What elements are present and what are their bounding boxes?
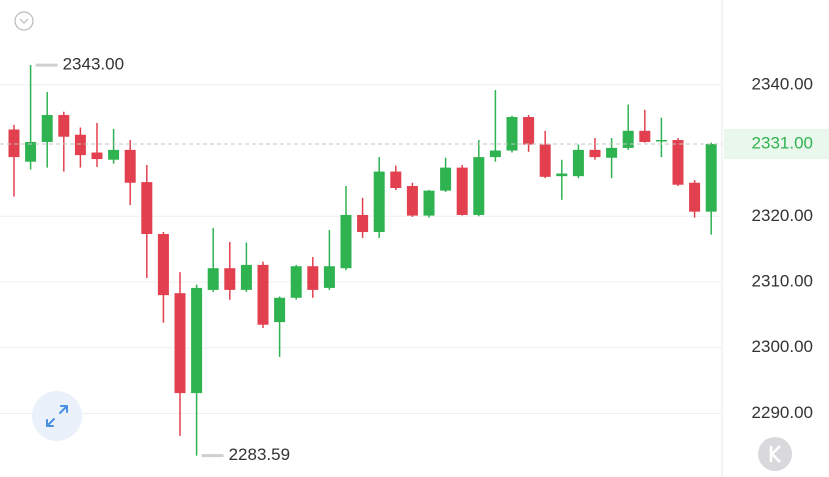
candle-body (307, 266, 319, 290)
icon-circle (14, 11, 34, 31)
candle-body (440, 167, 452, 191)
collapse-button[interactable] (14, 11, 34, 31)
last-price-label: 2331.00 (752, 133, 813, 152)
icon-circle (758, 437, 792, 471)
candle-body (589, 149, 601, 158)
candle-body (423, 190, 435, 216)
candle-body (141, 182, 153, 235)
candle-body (539, 144, 551, 177)
icon-chevron (19, 18, 29, 24)
candle-body (124, 149, 136, 183)
y-tick-label: 2340.00 (752, 74, 813, 93)
candle-body (207, 268, 219, 290)
last-price-badge (724, 128, 829, 159)
candle-body (240, 264, 252, 290)
candle-body (174, 293, 186, 394)
candle-body (8, 129, 20, 158)
plot: 2290.00 2300.00 2310.00 2320.00 2340.00 2343.… (0, 55, 813, 464)
candle-body (58, 115, 70, 137)
candle-body (672, 140, 684, 185)
candle-body (622, 130, 634, 148)
candle-body (74, 134, 86, 156)
k-button[interactable] (758, 437, 792, 471)
candle-body (639, 130, 651, 142)
candle-body (556, 173, 568, 177)
candle-body (41, 115, 53, 142)
candle-body (689, 182, 701, 212)
candle-body (340, 214, 352, 269)
candle-body (25, 141, 37, 162)
icon-circle (32, 391, 82, 441)
candle-body (489, 150, 501, 158)
candle-body (257, 264, 269, 325)
y-tick-label: 2320.00 (752, 206, 813, 225)
candle-body (357, 214, 369, 233)
candle-body (655, 140, 667, 142)
icon-arrows (46, 405, 68, 427)
candle-body (91, 152, 103, 160)
y-tick-label: 2310.00 (752, 271, 813, 290)
candle-body (224, 268, 236, 290)
candle-body (191, 287, 203, 394)
candle-body (523, 117, 535, 145)
candle-body (157, 234, 169, 296)
candle-body (572, 149, 584, 177)
candle-body (373, 171, 385, 233)
low-label: 2283.59 (229, 445, 290, 464)
y-tick-label: 2290.00 (752, 403, 813, 422)
candle-body (390, 171, 402, 188)
candle-body (290, 266, 302, 298)
candle-body (456, 167, 468, 215)
candle-body (705, 143, 717, 212)
expand-button[interactable] (32, 391, 82, 441)
candle-body (274, 297, 286, 323)
candle-body (108, 149, 120, 160)
candle-body (473, 157, 485, 215)
y-tick-label: 2300.00 (752, 337, 813, 356)
candle-body (606, 147, 618, 158)
candle-body (406, 186, 418, 216)
candle-body (323, 266, 335, 288)
high-label: 2343.00 (63, 55, 124, 74)
icon-k (769, 445, 781, 463)
candle-body (506, 117, 518, 151)
